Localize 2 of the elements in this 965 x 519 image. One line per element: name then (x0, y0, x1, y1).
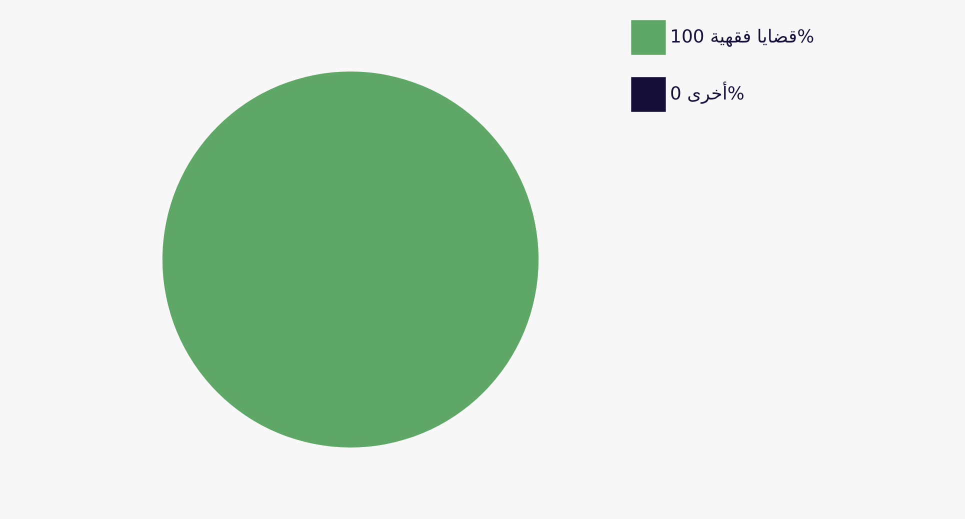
legend-label: أخرى 0% (670, 82, 744, 104)
legend-label: قضايا فقهية 100% (670, 26, 814, 48)
